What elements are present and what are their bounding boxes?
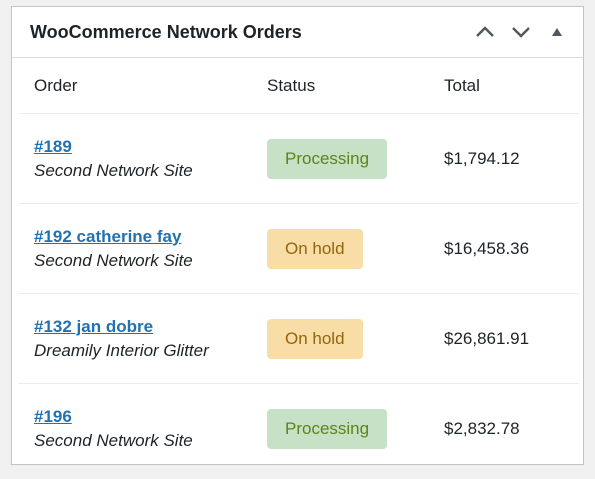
status-cell: Processing	[267, 138, 444, 179]
status-badge: On hold	[267, 318, 363, 359]
table-header: Order Status Total	[18, 59, 579, 114]
toggle-panel-button[interactable]	[541, 16, 573, 48]
widget-controls	[469, 16, 573, 48]
header-total: Total	[444, 76, 480, 95]
table-row: #196 Second Network Site Processing $2,8…	[18, 384, 579, 474]
widget-header: WooCommerce Network Orders	[12, 7, 583, 58]
order-cell: #192 catherine fay Second Network Site	[18, 227, 267, 271]
order-cell: #132 jan dobre Dreamily Interior Glitter	[18, 317, 267, 361]
table-row: #132 jan dobre Dreamily Interior Glitter…	[18, 294, 579, 384]
table-row: #192 catherine fay Second Network Site O…	[18, 204, 579, 294]
triangle-up-icon	[552, 28, 562, 36]
widget-title: WooCommerce Network Orders	[30, 21, 302, 42]
site-name: Second Network Site	[34, 160, 193, 180]
move-up-button[interactable]	[469, 16, 501, 48]
status-badge: Processing	[267, 409, 388, 449]
order-link[interactable]: #132 jan dobre	[34, 316, 154, 336]
network-orders-widget: WooCommerce Network Orders Order Stat	[11, 6, 584, 465]
status-badge: Processing	[267, 138, 388, 179]
order-total: $2,832.78	[444, 419, 520, 438]
site-name: Second Network Site	[34, 250, 193, 270]
order-total: $26,861.91	[444, 328, 530, 348]
header-order: Order	[34, 76, 78, 95]
status-badge: On hold	[267, 228, 363, 269]
status-cell: On hold	[267, 228, 444, 269]
status-cell: Processing	[267, 409, 444, 449]
site-name: Dreamily Interior Glitter	[34, 340, 209, 360]
orders-table: Order Status Total #189 Second Network S…	[18, 59, 579, 474]
order-cell: #189 Second Network Site	[18, 137, 267, 181]
table-row: #189 Second Network Site Processing $1,7…	[18, 114, 579, 204]
move-down-button[interactable]	[505, 16, 537, 48]
chevron-up-icon	[476, 26, 494, 37]
order-link[interactable]: #189	[34, 136, 72, 156]
status-cell: On hold	[267, 318, 444, 359]
order-link[interactable]: #192 catherine fay	[34, 226, 182, 246]
order-cell: #196 Second Network Site	[18, 407, 267, 451]
header-status: Status	[267, 76, 316, 95]
order-link[interactable]: #196	[34, 407, 72, 426]
order-total: $1,794.12	[444, 148, 520, 168]
order-total: $16,458.36	[444, 238, 530, 258]
site-name: Second Network Site	[34, 431, 193, 450]
chevron-down-icon	[512, 27, 530, 38]
